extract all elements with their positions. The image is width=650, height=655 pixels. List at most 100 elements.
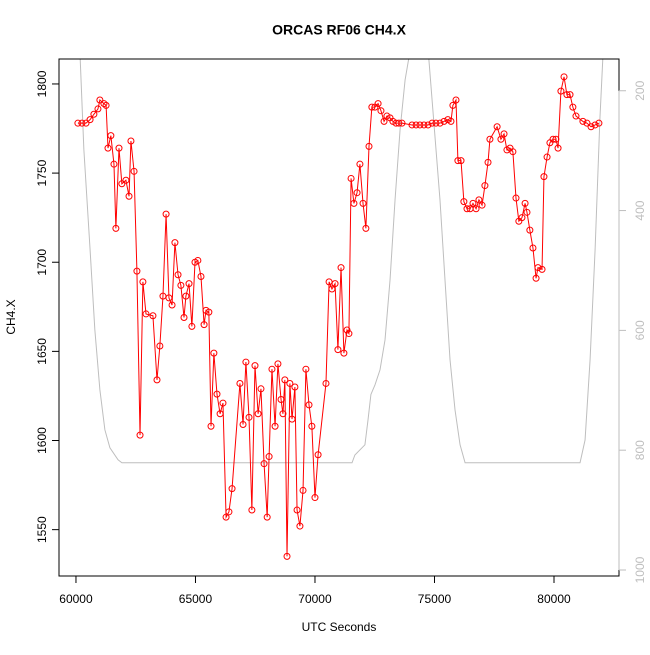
data-point: [104, 144, 112, 152]
data-point: [420, 121, 428, 129]
x-tick-label: 60000: [59, 592, 93, 606]
data-point: [242, 358, 250, 366]
data-point: [277, 396, 285, 404]
data-point: [228, 485, 236, 493]
data-point: [236, 379, 244, 387]
data-point: [156, 342, 164, 350]
data-point: [205, 308, 213, 316]
data-point: [534, 264, 542, 272]
data-point: [225, 508, 233, 516]
data-point: [248, 506, 256, 514]
data-point: [356, 160, 364, 168]
data-point: [302, 365, 310, 373]
data-point: [395, 119, 403, 127]
data-point: [260, 460, 268, 468]
data-point: [118, 180, 126, 188]
chart-title: ORCAS RF06 CH4.X: [272, 22, 406, 38]
data-point: [86, 116, 94, 124]
data-point: [362, 224, 370, 232]
data-point: [347, 174, 355, 182]
data-point: [532, 274, 540, 282]
data-point: [100, 100, 108, 108]
data-point: [478, 201, 486, 209]
data-point: [239, 420, 247, 428]
data-point: [350, 199, 358, 207]
data-point: [200, 321, 208, 329]
x-tick-label: 80000: [537, 592, 571, 606]
data-point: [210, 349, 218, 357]
data-point: [94, 105, 102, 113]
data-point: [377, 107, 385, 115]
data-point: [538, 265, 546, 273]
data-point: [197, 272, 205, 280]
data-point: [263, 513, 271, 521]
data-point: [153, 376, 161, 384]
y-tick-label: 1700: [35, 249, 49, 276]
y-tick-label: 1650: [35, 338, 49, 365]
data-point: [587, 123, 595, 131]
data-point: [251, 362, 259, 370]
data-point: [139, 278, 147, 286]
data-point: [521, 199, 529, 207]
data-point: [331, 280, 339, 288]
data-point: [449, 101, 457, 109]
data-point: [493, 123, 501, 131]
data-point: [554, 144, 562, 152]
data-point: [308, 422, 316, 430]
data-point: [447, 117, 455, 125]
data-point: [460, 198, 468, 206]
data-point: [168, 301, 176, 309]
data-point: [353, 189, 361, 197]
data-point: [274, 360, 282, 368]
data-point: [213, 390, 221, 398]
data-point: [337, 264, 345, 272]
data-point: [543, 153, 551, 161]
data-point: [74, 119, 82, 127]
data-point: [194, 256, 202, 264]
y-tick-label: 1550: [35, 516, 49, 543]
data-point: [174, 271, 182, 279]
data-point: [457, 157, 465, 165]
data-point: [440, 117, 448, 125]
y2-tick-label: 400: [633, 200, 647, 220]
data-point: [416, 121, 424, 129]
data-point: [125, 192, 133, 200]
data-point: [82, 119, 90, 127]
data-point: [340, 349, 348, 357]
data-point: [102, 101, 110, 109]
data-point: [96, 96, 104, 104]
data-point: [424, 121, 432, 129]
data-point: [380, 117, 388, 125]
data-point: [569, 103, 577, 111]
y-tick-label: 1750: [35, 159, 49, 186]
y-axis-label: CH4.X: [4, 299, 18, 334]
data-point: [398, 119, 406, 127]
x-tick-label: 65000: [179, 592, 213, 606]
data-point: [133, 267, 141, 275]
data-point: [122, 176, 130, 184]
data-point: [219, 399, 227, 407]
y2-tick-label: 600: [633, 320, 647, 340]
data-point: [207, 422, 215, 430]
data-point: [408, 121, 416, 129]
data-point: [557, 87, 565, 95]
data-point: [428, 119, 436, 127]
data-point: [463, 205, 471, 213]
y2-tick-label: 200: [633, 80, 647, 100]
data-point: [142, 310, 150, 318]
data-point: [509, 148, 517, 156]
x-tick-label: 70000: [298, 592, 332, 606]
data-point: [115, 144, 123, 152]
data-point: [107, 132, 115, 140]
data-point: [254, 410, 262, 418]
data-point: [78, 119, 86, 127]
data-point: [484, 158, 492, 166]
y-tick-label: 1600: [35, 427, 49, 454]
data-point: [180, 314, 188, 321]
data-point: [343, 326, 351, 334]
data-point: [245, 413, 253, 421]
plot-area: [74, 59, 604, 560]
data-point: [454, 157, 462, 165]
data-point: [566, 91, 574, 99]
data-point: [486, 135, 494, 143]
